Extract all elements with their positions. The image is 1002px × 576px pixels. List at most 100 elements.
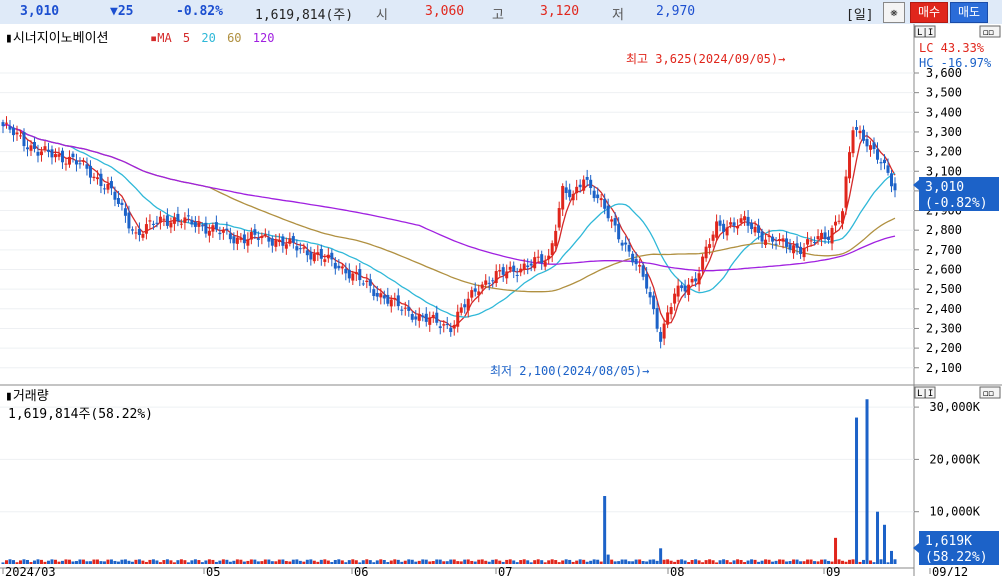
volume-bar (750, 559, 754, 564)
buy-button[interactable]: 매수 (910, 2, 948, 23)
volume-bar (330, 562, 334, 564)
candle-body (106, 183, 110, 190)
candle-body (865, 139, 869, 147)
candle-body (379, 293, 383, 298)
volume-bar (347, 560, 351, 564)
candle-body (253, 229, 257, 235)
candle-body (435, 312, 439, 323)
candle-body (690, 278, 694, 283)
candle-body (498, 270, 502, 272)
volume-bar (470, 560, 474, 564)
candle-body (855, 127, 859, 130)
ma-60-label: 60 (227, 31, 241, 45)
candle-body (676, 285, 680, 297)
volume-bar (123, 559, 127, 564)
restore-icon[interactable]: ◻◻ (979, 25, 1001, 38)
volume-bar (732, 560, 736, 564)
volume-bar (890, 550, 894, 564)
volume-bar (655, 560, 659, 564)
candle-body (176, 213, 180, 222)
candle-body (382, 295, 386, 299)
candle-body (879, 162, 883, 164)
candle-body (620, 242, 624, 246)
volume-bar (704, 560, 708, 564)
volume-bar (344, 562, 348, 564)
volume-bar (620, 559, 624, 564)
candle-body (550, 243, 554, 256)
candle-body (708, 244, 712, 248)
volume-bar (396, 559, 400, 564)
low-price: 2,970 (656, 4, 696, 19)
volume-log-icon[interactable]: L|I (914, 386, 936, 399)
candle-body (414, 316, 418, 320)
volume-bar (256, 561, 260, 564)
candle-body (823, 232, 827, 240)
volume-bar (8, 559, 12, 564)
candle-body (718, 220, 722, 226)
volume-bar (645, 561, 649, 564)
candle-body (249, 232, 253, 240)
candle-body (596, 194, 600, 199)
volume-bar (263, 559, 267, 564)
volume-bar (323, 559, 327, 564)
stock-name: ▮시너지이노베이션 (5, 31, 109, 46)
volume-bar (151, 559, 155, 564)
candle-body (151, 223, 155, 225)
volume-bar (841, 560, 845, 564)
settings-icon[interactable]: ❋ (883, 2, 905, 23)
volume-bar (67, 559, 71, 564)
volume-bars (1, 399, 897, 564)
candle-body (358, 269, 362, 281)
candle-body (183, 217, 187, 223)
period-selector[interactable]: [일] (846, 8, 874, 23)
volume-bar (29, 562, 33, 564)
log-scale-icon[interactable]: L|I (914, 25, 936, 38)
candle-body (137, 228, 141, 236)
volume-bar (876, 511, 880, 564)
candle-body (256, 238, 260, 240)
candle-body (99, 173, 103, 187)
sell-button[interactable]: 매도 (950, 2, 988, 23)
volume-restore-icon[interactable]: ◻◻ (979, 386, 1001, 399)
volume-bar (333, 559, 337, 564)
volume-bar (95, 559, 99, 564)
volume-bar (463, 559, 467, 564)
volume-bar (85, 561, 89, 564)
volume-bar (624, 559, 628, 564)
volume-bar (676, 559, 680, 564)
candle-body (431, 314, 435, 318)
volume-bar (270, 561, 274, 564)
volume-bar (78, 559, 82, 564)
candle-body (666, 312, 670, 325)
svg-text:◻◻: ◻◻ (983, 389, 994, 399)
chart-area[interactable]: ▮시너지이노베이션 ▪MA 5 20 60 120 L|I ◻◻ LC 43.3… (0, 24, 1002, 576)
candle-body (648, 292, 652, 298)
candle-body (652, 295, 656, 310)
date-label: 06 (354, 565, 368, 576)
candle-body (592, 190, 596, 199)
volume-bar (284, 561, 288, 564)
volume-bar (886, 562, 890, 564)
candle-body (445, 323, 449, 325)
volume-bar (92, 559, 96, 564)
volume-bar (326, 560, 330, 564)
candle-body (186, 215, 190, 217)
volume-bar (830, 561, 834, 564)
volume-bar (729, 562, 733, 564)
candle-body (225, 228, 229, 230)
volume-bar (515, 562, 519, 564)
volume-bar (431, 561, 435, 564)
candle-body (1, 122, 5, 127)
candle-body (298, 248, 302, 250)
candle-body (239, 237, 243, 240)
candle-body (407, 306, 411, 311)
candle-body (715, 221, 719, 238)
volume-bar (158, 562, 162, 564)
ma-120-line (2, 123, 896, 272)
volume-bar (71, 561, 75, 564)
volume-bar (809, 559, 813, 564)
candle-body (270, 238, 274, 246)
candle-body (515, 274, 519, 276)
candle-body (165, 215, 169, 226)
